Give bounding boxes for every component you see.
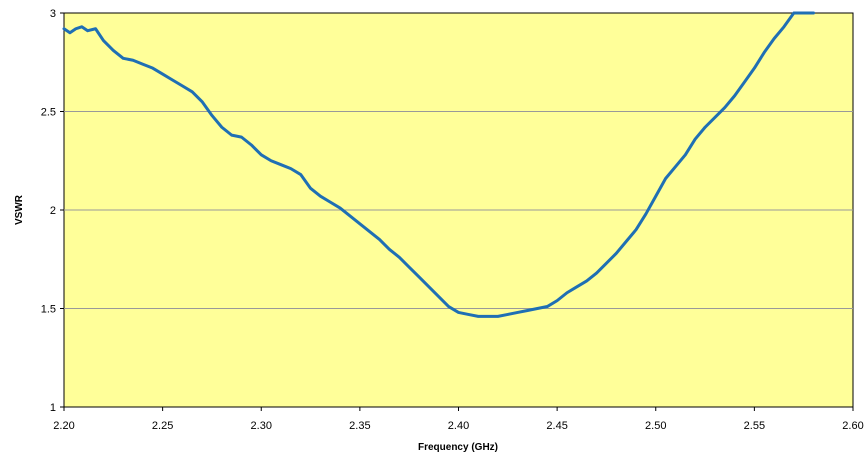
- x-tick-label-4: 2.40: [448, 420, 469, 432]
- x-axis-title: Frequency (GHz): [418, 442, 498, 453]
- y-tick-label-4: 3: [50, 8, 56, 20]
- series-line-0: [62, 11, 816, 318]
- x-tick-label-5: 2.45: [546, 420, 567, 432]
- y-axis-ticks: 1 1.5 2 2.5 3: [41, 8, 64, 414]
- series-layer: [62, 11, 816, 318]
- x-tick-label-3: 2.35: [349, 420, 370, 432]
- y-tick-label-2: 2: [50, 205, 56, 217]
- y-axis-title: VSWR: [14, 194, 25, 225]
- x-tick-label-0: 2.20: [53, 420, 74, 432]
- x-tick-label-7: 2.55: [744, 420, 765, 432]
- y-tick-label-0: 1: [50, 402, 56, 414]
- x-axis-ticks: 2.20 2.25 2.30 2.35 2.40 2.45 2.50 2.55 2.60: [53, 407, 864, 432]
- x-tick-label-8: 2.60: [842, 420, 863, 432]
- x-tick-label-1: 2.25: [152, 420, 173, 432]
- x-tick-label-2: 2.30: [251, 420, 272, 432]
- y-tick-label-1: 1.5: [41, 304, 56, 316]
- y-tick-label-3: 2.5: [41, 107, 56, 119]
- x-tick-label-6: 2.50: [645, 420, 666, 432]
